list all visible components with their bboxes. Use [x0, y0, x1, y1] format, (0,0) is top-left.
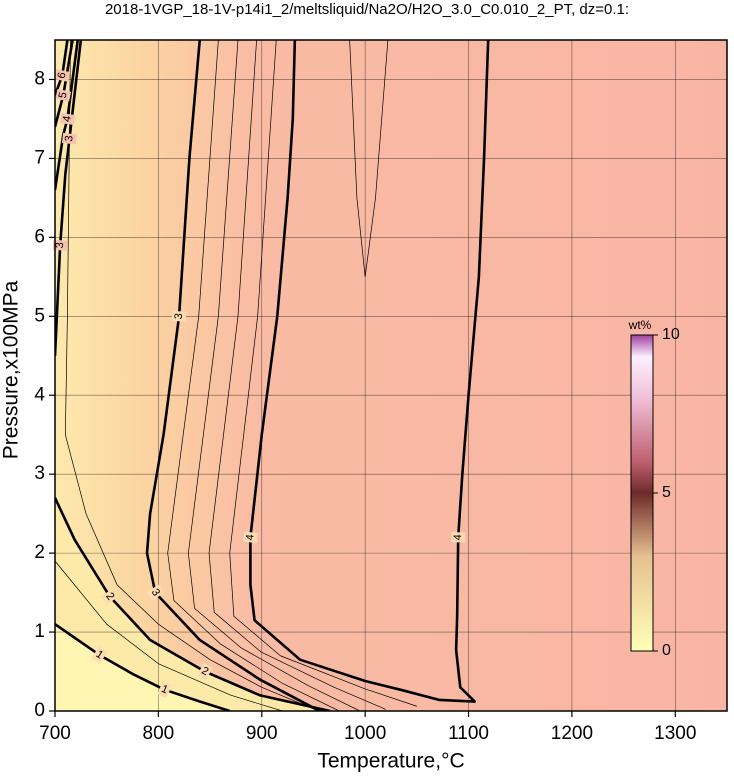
x-axis-label: Temperature,°C	[317, 750, 464, 773]
contour-line-major	[55, 497, 331, 711]
contour-label-bg	[243, 531, 258, 543]
x-tick-label: 1300	[654, 723, 696, 744]
contour-label-bg	[451, 532, 466, 543]
contour-label-bg	[52, 239, 68, 251]
y-tick-label: 7	[34, 147, 45, 168]
contour-label: 3	[63, 135, 76, 142]
contour-line-major	[249, 40, 490, 703]
contour-label-bg	[146, 584, 164, 601]
contour-label: 6	[56, 71, 69, 80]
contour-label: 4	[452, 534, 464, 541]
y-tick-label: 6	[34, 226, 45, 247]
y-tick-label: 2	[34, 542, 45, 563]
colorbar	[630, 334, 654, 652]
y-tick-label: 3	[34, 463, 45, 484]
x-tick-label: 800	[143, 723, 175, 744]
contour-fill	[55, 497, 331, 711]
x-tick-label: 1000	[344, 723, 386, 744]
contour-label: 3	[54, 242, 66, 249]
contour-line-minor	[167, 40, 340, 711]
contour-line-major	[55, 40, 83, 356]
x-tick-label: 1200	[551, 723, 593, 744]
contour-line-minor	[55, 560, 283, 711]
contour-line-minor	[349, 40, 389, 278]
contour-label-bg	[197, 663, 213, 681]
contour-label: 4	[244, 534, 256, 541]
x-tick-label: 1100	[448, 723, 489, 744]
contour-line-major	[55, 40, 80, 191]
contour-line-minor	[188, 40, 361, 711]
contour-label-bg	[54, 69, 71, 82]
contour-label-bg	[171, 310, 187, 322]
contour-label: 1	[94, 648, 106, 661]
contour-line-minor	[64, 40, 319, 711]
colorbar-tick-label: 5	[662, 484, 671, 501]
contour-label-bg	[91, 646, 108, 664]
contour-label-bg	[101, 588, 119, 605]
plot-background	[55, 40, 727, 711]
colorbar-tick-label: 10	[662, 326, 680, 343]
plot-frame	[54, 39, 728, 712]
contour-label-bg	[61, 132, 78, 145]
chart-title: 2018-1VGP_18-1V-p14i1_2/meltsliquid/Na2O…	[105, 1, 629, 18]
y-tick-label: 0	[34, 700, 45, 721]
contour-line-major	[145, 40, 321, 711]
y-axis-label: Pressure,x100MPa	[0, 280, 23, 459]
contour-label: 4	[61, 115, 74, 123]
contour-line-minor	[208, 40, 386, 710]
contour-label: 3	[173, 313, 186, 320]
y-tick-label: 4	[34, 384, 45, 405]
contour-label-bg	[157, 681, 172, 699]
y-tick-label: 1	[34, 621, 45, 642]
contour-line-major	[55, 623, 231, 711]
colorbar-title: wt%	[628, 318, 652, 332]
contour-label: 5	[57, 91, 70, 99]
contour-fill	[55, 624, 230, 711]
x-tick-label: 900	[246, 723, 278, 744]
y-tick-label: 5	[34, 305, 45, 326]
x-tick-label: 700	[39, 723, 71, 744]
colorbar-tick-label: 0	[662, 642, 671, 659]
y-tick-label: 8	[34, 68, 45, 89]
contour-label: 3	[149, 587, 162, 598]
contour-label: 1	[160, 683, 170, 696]
contour-label: 2	[200, 665, 211, 678]
contour-line-minor	[229, 40, 417, 707]
contour-label-bg	[59, 112, 76, 125]
contour-label-bg	[55, 88, 72, 102]
